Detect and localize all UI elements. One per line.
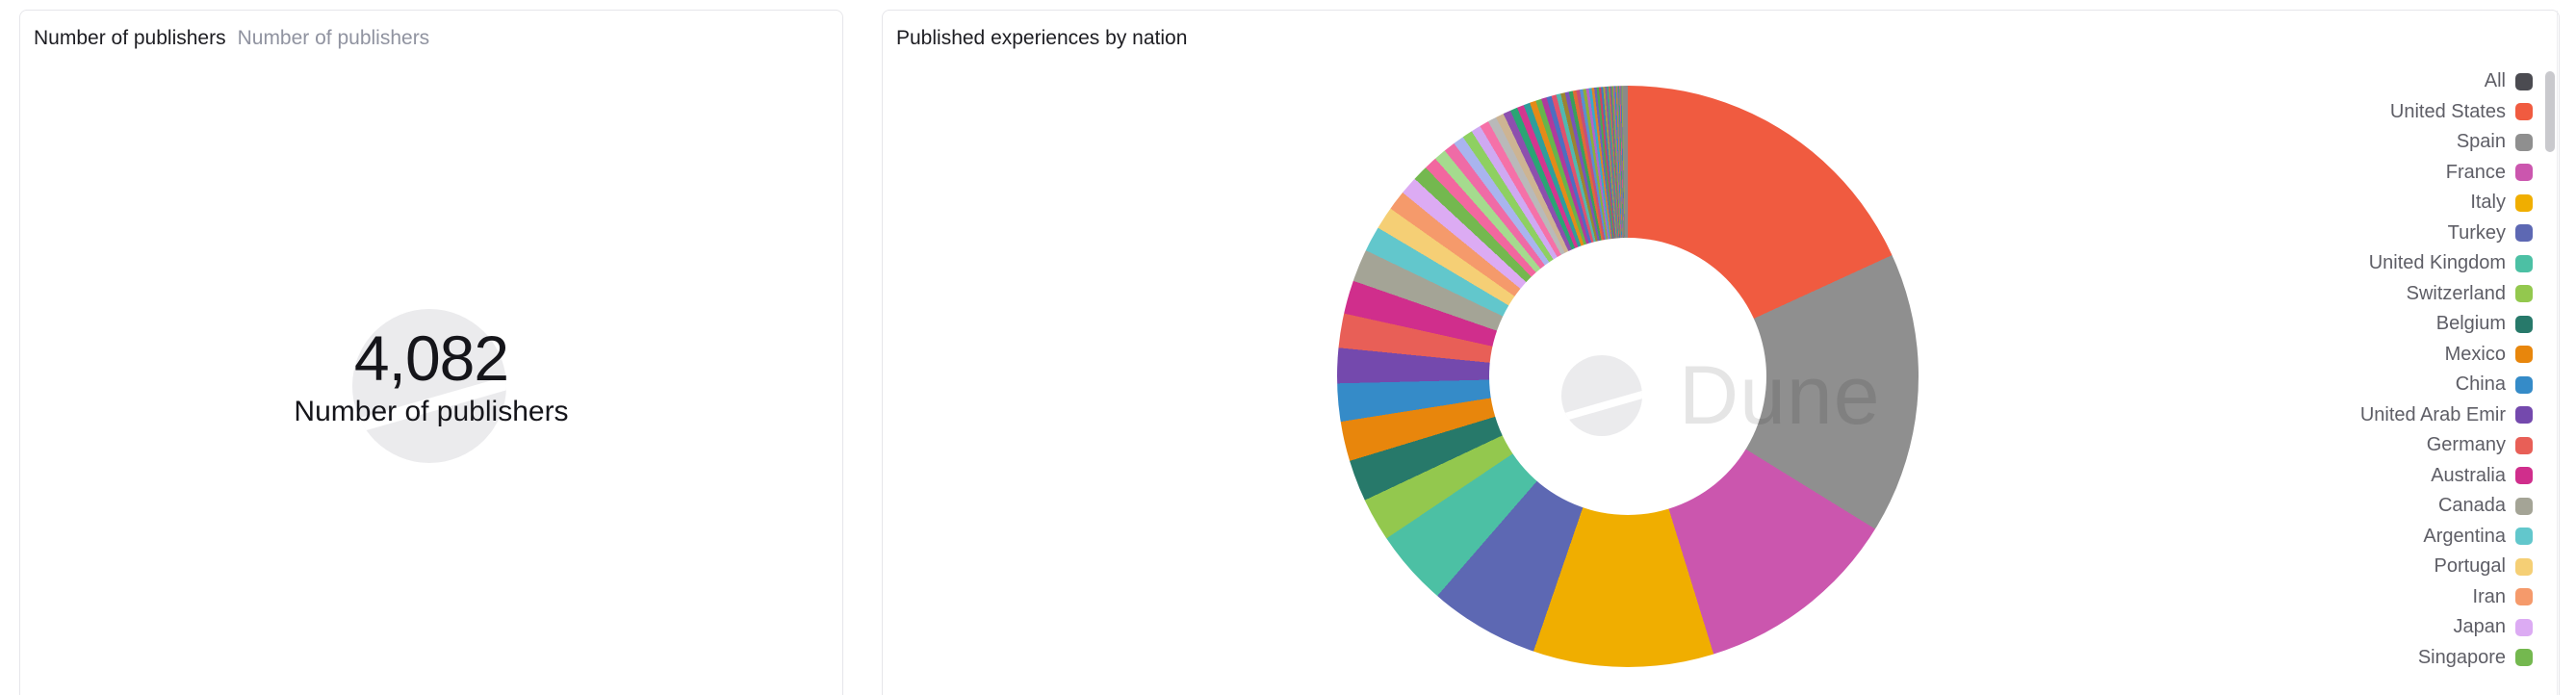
legend-swatch <box>2515 254 2533 272</box>
legend-swatch <box>2515 406 2533 425</box>
legend-swatch <box>2515 497 2533 515</box>
legend-item[interactable]: Iran <box>2244 582 2533 613</box>
legend-swatch <box>2515 528 2533 546</box>
counter-widget: Number of publishers Number of publishers… <box>19 10 843 695</box>
legend-swatch <box>2515 649 2533 667</box>
legend-item[interactable]: Singapore <box>2244 643 2533 674</box>
legend-swatch <box>2515 346 2533 364</box>
legend-label: Australia <box>2431 464 2506 486</box>
counter-value: 4,082 <box>353 322 509 394</box>
legend-swatch <box>2515 193 2533 212</box>
legend-swatch <box>2515 315 2533 333</box>
legend-item[interactable]: Spain <box>2244 127 2533 158</box>
legend-label: Italy <box>2470 192 2506 214</box>
pie-chart-widget: Published experiences by nation Dune All… <box>882 10 2560 695</box>
legend-item[interactable]: United States <box>2244 97 2533 128</box>
legend-item[interactable]: Canada <box>2244 491 2533 522</box>
dune-logo-watermark-icon <box>1561 355 1642 436</box>
legend-item[interactable]: United Arab Emir <box>2244 400 2533 431</box>
legend-label: United Kingdom <box>2368 252 2506 274</box>
pie-chart-widget-header: Published experiences by nation <box>896 26 2545 51</box>
legend-label: Germany <box>2426 434 2506 456</box>
legend-item[interactable]: Italy <box>2244 188 2533 219</box>
legend-item[interactable]: Portugal <box>2244 552 2533 582</box>
legend: All United States Spain France Italy Turkey Un… <box>2244 66 2533 673</box>
legend-label: United States <box>2389 100 2506 122</box>
legend-item[interactable]: France <box>2244 158 2533 189</box>
legend-item[interactable]: Mexico <box>2244 340 2533 371</box>
legend-label: Singapore <box>2417 646 2506 668</box>
legend-label: Mexico <box>2444 343 2506 365</box>
counter-widget-header: Number of publishers Number of publishers <box>34 26 829 51</box>
legend-label: China <box>2455 373 2506 396</box>
legend-label: Argentina <box>2423 525 2506 547</box>
legend-swatch <box>2515 103 2533 121</box>
legend-swatch <box>2515 618 2533 636</box>
legend-item[interactable]: Belgium <box>2244 309 2533 340</box>
legend-swatch <box>2515 285 2533 303</box>
legend-label: Canada <box>2437 495 2506 517</box>
legend-label: France <box>2445 161 2506 183</box>
legend-item[interactable]: Switzerland <box>2244 279 2533 310</box>
legend-swatch <box>2515 588 2533 606</box>
legend-swatch <box>2515 224 2533 243</box>
legend-swatch <box>2515 375 2533 394</box>
legend-item[interactable]: United Kingdom <box>2244 248 2533 279</box>
legend-label: Belgium <box>2435 313 2506 335</box>
dune-watermark-text: Dune <box>1679 349 1881 442</box>
legend-swatch <box>2515 72 2533 90</box>
legend-label: United Arab Emir <box>2359 403 2506 425</box>
legend-item[interactable]: Turkey <box>2244 219 2533 249</box>
pie-chart-widget-title: Published experiences by nation <box>896 27 1188 49</box>
legend-item[interactable]: Argentina <box>2244 522 2533 553</box>
legend-label: Turkey <box>2447 221 2506 244</box>
legend-swatch <box>2515 133 2533 151</box>
legend-label: Portugal <box>2434 555 2507 578</box>
counter-widget-subtitle: Number of publishers <box>237 27 430 49</box>
dune-logo-watermark-icon <box>352 309 506 463</box>
legend-swatch <box>2515 164 2533 182</box>
legend-label: Iran <box>2472 585 2506 607</box>
legend-item[interactable]: All <box>2244 66 2533 97</box>
legend-label: Switzerland <box>2406 282 2506 304</box>
legend-label: All <box>2484 70 2506 92</box>
legend-item[interactable]: China <box>2244 370 2533 400</box>
counter-block: 4,082 Number of publishers <box>20 323 842 431</box>
legend-item[interactable]: Japan <box>2244 612 2533 643</box>
dune-watermark: Dune <box>1561 353 1881 438</box>
counter-label: Number of publishers <box>294 396 569 427</box>
legend-swatch <box>2515 557 2533 576</box>
legend-swatch <box>2515 436 2533 454</box>
legend-swatch <box>2515 467 2533 485</box>
legend-scrollbar-thumb[interactable] <box>2545 71 2555 152</box>
legend-item[interactable]: Germany <box>2244 430 2533 461</box>
legend-scrollbar-track <box>2557 11 2558 695</box>
legend-item[interactable]: Australia <box>2244 461 2533 492</box>
legend-label: Japan <box>2453 616 2507 638</box>
counter-widget-title: Number of publishers <box>34 27 226 49</box>
legend-label: Spain <box>2456 131 2506 153</box>
